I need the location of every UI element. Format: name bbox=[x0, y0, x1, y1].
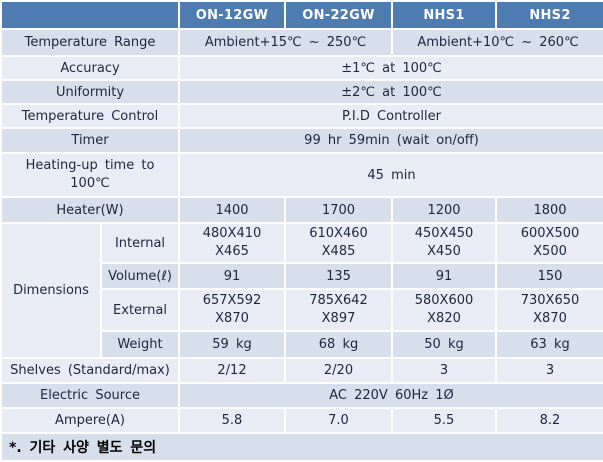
cell-weight-nhs1: 50 kg bbox=[391, 330, 497, 359]
cell-external-nhs1: 580X600 X820 bbox=[391, 288, 497, 332]
header-empty-cell bbox=[0, 0, 180, 30]
sub-label-external: External bbox=[100, 288, 180, 332]
cell-external-nhs2: 730X650 X870 bbox=[495, 288, 603, 332]
row-uniformity: Uniformity ±2℃ at 100℃ bbox=[0, 79, 603, 105]
row-heater: Heater(W) 1400 1700 1200 1800 bbox=[0, 196, 603, 224]
cell-weight-on12gw: 59 kg bbox=[178, 330, 286, 359]
row-label-heating-up-time: Heating-up time to 100℃ bbox=[0, 152, 180, 198]
cell-volume-on12gw: 91 bbox=[178, 262, 286, 290]
cell-temp-range-nhs-models: Ambient+10℃ ~ 260℃ bbox=[391, 28, 603, 57]
cell-heater-on12gw: 1400 bbox=[178, 196, 286, 224]
row-accuracy: Accuracy ±1℃ at 100℃ bbox=[0, 55, 603, 81]
row-dimensions-weight: Weight 59 kg 68 kg 50 kg 63 kg bbox=[1, 330, 603, 359]
row-label-temperature-control: Temperature Control bbox=[0, 103, 180, 129]
cell-volume-nhs2: 150 bbox=[495, 262, 603, 290]
cell-ampere-on12gw: 5.8 bbox=[178, 407, 286, 434]
header-cell-nhs2: NHS2 bbox=[495, 0, 603, 30]
row-label-dimensions: Dimensions bbox=[0, 222, 102, 359]
cell-temperature-control-value: P.I.D Controller bbox=[178, 103, 603, 129]
cell-internal-nhs1: 450X450 X450 bbox=[391, 222, 497, 264]
header-cell-on-12gw: ON-12GW bbox=[178, 0, 286, 30]
row-label-shelves: Shelves (Standard/max) bbox=[0, 357, 180, 384]
row-footer-note: *. 기타 사양 별도 문의 bbox=[0, 432, 603, 462]
row-label-heater: Heater(W) bbox=[0, 196, 180, 224]
header-row: ON-12GW ON-22GW NHS1 NHS2 bbox=[0, 0, 603, 30]
row-dimensions-volume: Volume(ℓ) 91 135 91 150 bbox=[1, 262, 603, 290]
cell-shelves-nhs1: 3 bbox=[391, 357, 497, 384]
row-ampere: Ampere(A) 5.8 7.0 5.5 8.2 bbox=[0, 407, 603, 434]
row-label-electric-source: Electric Source bbox=[0, 382, 180, 409]
sub-label-internal: Internal bbox=[100, 222, 180, 264]
cell-timer-value: 99 hr 59min (wait on/off) bbox=[178, 127, 603, 154]
cell-shelves-on12gw: 2/12 bbox=[178, 357, 286, 384]
row-dimensions-external: External 657X592 X870 785X642 X897 580X6… bbox=[1, 288, 603, 332]
cell-heating-up-value: 45 min bbox=[178, 152, 603, 198]
cell-heater-nhs2: 1800 bbox=[495, 196, 603, 224]
cell-heater-nhs1: 1200 bbox=[391, 196, 497, 224]
cell-external-on12gw: 657X592 X870 bbox=[178, 288, 286, 332]
cell-uniformity-value: ±2℃ at 100℃ bbox=[178, 79, 603, 105]
sub-label-weight: Weight bbox=[100, 330, 180, 359]
row-label-timer: Timer bbox=[0, 127, 180, 154]
row-timer: Timer 99 hr 59min (wait on/off) bbox=[0, 127, 603, 154]
cell-internal-nhs2: 600X500 X500 bbox=[495, 222, 603, 264]
cell-shelves-nhs2: 3 bbox=[495, 357, 603, 384]
header-cell-nhs1: NHS1 bbox=[391, 0, 497, 30]
header-cell-on-22gw: ON-22GW bbox=[284, 0, 393, 30]
sub-label-volume: Volume(ℓ) bbox=[100, 262, 180, 290]
cell-temp-range-on-models: Ambient+15℃ ~ 250℃ bbox=[178, 28, 393, 57]
cell-volume-on22gw: 135 bbox=[284, 262, 393, 290]
row-label-ampere: Ampere(A) bbox=[0, 407, 180, 434]
row-label-uniformity: Uniformity bbox=[0, 79, 180, 105]
row-label-accuracy: Accuracy bbox=[0, 55, 180, 81]
cell-ampere-nhs1: 5.5 bbox=[391, 407, 497, 434]
cell-electric-source-value: AC 220V 60Hz 1Ø bbox=[178, 382, 603, 409]
cell-ampere-nhs2: 8.2 bbox=[495, 407, 603, 434]
cell-weight-on22gw: 68 kg bbox=[284, 330, 393, 359]
row-electric-source: Electric Source AC 220V 60Hz 1Ø bbox=[0, 382, 603, 409]
cell-volume-nhs1: 91 bbox=[391, 262, 497, 290]
row-dimensions-internal: Dimensions Internal 480X410 X465 610X460… bbox=[0, 222, 603, 359]
footer-note: *. 기타 사양 별도 문의 bbox=[0, 432, 603, 462]
cell-external-on22gw: 785X642 X897 bbox=[284, 288, 393, 332]
row-shelves: Shelves (Standard/max) 2/12 2/20 3 3 bbox=[0, 357, 603, 384]
cell-weight-nhs2: 63 kg bbox=[495, 330, 603, 359]
cell-ampere-on22gw: 7.0 bbox=[284, 407, 393, 434]
row-label-temperature-range: Temperature Range bbox=[0, 28, 180, 57]
cell-internal-on12gw: 480X410 X465 bbox=[178, 222, 286, 264]
cell-shelves-on22gw: 2/20 bbox=[284, 357, 393, 384]
cell-accuracy-value: ±1℃ at 100℃ bbox=[178, 55, 603, 81]
cell-heater-on22gw: 1700 bbox=[284, 196, 393, 224]
cell-internal-on22gw: 610X460 X485 bbox=[284, 222, 393, 264]
row-temperature-control: Temperature Control P.I.D Controller bbox=[0, 103, 603, 129]
row-temperature-range: Temperature Range Ambient+15℃ ~ 250℃ Amb… bbox=[0, 28, 603, 57]
row-heating-up-time: Heating-up time to 100℃ 45 min bbox=[0, 152, 603, 198]
